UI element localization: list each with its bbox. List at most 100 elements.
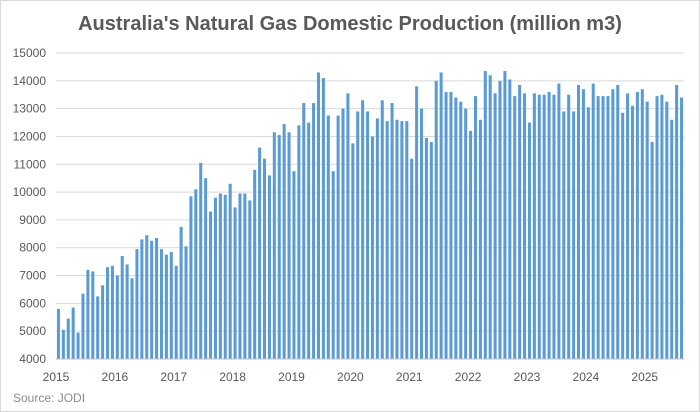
- bar: [238, 193, 242, 359]
- x-tick-label: 2024: [573, 370, 600, 384]
- bar: [346, 93, 350, 359]
- bar: [302, 103, 306, 359]
- bar: [670, 119, 674, 359]
- bar: [424, 137, 428, 359]
- bar: [444, 91, 448, 359]
- bar: [572, 111, 576, 359]
- bar: [253, 169, 257, 359]
- bar: [640, 89, 644, 359]
- bar: [150, 240, 154, 359]
- x-tick-label: 2016: [102, 370, 129, 384]
- bar: [469, 130, 473, 359]
- bar: [380, 100, 384, 359]
- x-axis-ticks: 2015 2016 2017 2018 2019 2020 2021 2022 2023 2024…: [43, 370, 659, 384]
- bar: [645, 101, 649, 360]
- bar: [130, 278, 134, 359]
- x-tick-label: 2022: [455, 370, 482, 384]
- bar: [375, 118, 379, 360]
- bar: [635, 91, 639, 359]
- bar: [209, 211, 213, 359]
- chart-title: Australia's Natural Gas Domestic Product…: [78, 13, 622, 35]
- bar: [493, 93, 497, 359]
- bar: [626, 93, 630, 359]
- bar-series: [56, 71, 684, 360]
- bar: [439, 72, 443, 359]
- bar: [532, 93, 536, 359]
- y-tick-label: 5000: [19, 324, 46, 338]
- bar: [81, 293, 85, 359]
- bar: [591, 83, 595, 359]
- bar: [508, 79, 512, 360]
- bar: [449, 91, 453, 359]
- bar: [464, 108, 468, 359]
- bar: [248, 200, 252, 359]
- bar: [586, 107, 590, 359]
- bar: [630, 105, 634, 359]
- bar: [321, 78, 325, 359]
- bar: [228, 183, 232, 359]
- bar: [650, 142, 654, 359]
- x-tick-label: 2023: [514, 370, 541, 384]
- bar: [611, 89, 615, 359]
- y-tick-label: 9000: [19, 213, 46, 227]
- bar: [218, 193, 222, 359]
- y-tick-label: 11000: [14, 157, 47, 171]
- bar: [370, 136, 374, 359]
- bar: [356, 111, 360, 359]
- x-tick-label: 2025: [631, 370, 658, 384]
- bar: [326, 115, 330, 359]
- bar: [385, 121, 389, 360]
- bar: [542, 94, 546, 359]
- x-tick-label: 2018: [219, 370, 246, 384]
- bar: [267, 175, 271, 359]
- bar: [213, 197, 217, 359]
- bar: [331, 171, 335, 359]
- bar: [434, 80, 438, 359]
- bar: [557, 83, 561, 359]
- bar: [336, 115, 340, 359]
- bar: [527, 122, 531, 359]
- bar: [341, 108, 345, 359]
- bar: [429, 142, 433, 359]
- bar: [621, 112, 625, 359]
- bar: [169, 251, 173, 359]
- bar: [596, 96, 600, 360]
- bar: [272, 132, 276, 359]
- bar: [66, 318, 70, 359]
- bar: [537, 94, 541, 359]
- bar: [115, 275, 119, 359]
- bar: [483, 71, 487, 359]
- bar: [581, 89, 585, 359]
- bar: [194, 189, 198, 359]
- bar: [287, 132, 291, 359]
- bar: [680, 97, 684, 359]
- bar: [258, 147, 262, 359]
- y-tick-label: 8000: [19, 241, 46, 255]
- source-note: Source: JODI: [13, 391, 86, 405]
- bar: [562, 111, 566, 359]
- bar: [390, 103, 394, 359]
- y-tick-label: 13000: [13, 102, 47, 116]
- bar: [513, 96, 517, 360]
- bar: [110, 265, 114, 359]
- bar: [86, 269, 90, 359]
- x-tick-label: 2019: [278, 370, 305, 384]
- y-tick-label: 15000: [13, 46, 47, 60]
- bar: [174, 265, 178, 359]
- bar: [576, 84, 581, 360]
- bar: [164, 254, 168, 359]
- y-tick-label: 10000: [13, 185, 47, 199]
- bar: [405, 121, 409, 360]
- bar: [655, 96, 659, 360]
- bar: [488, 75, 492, 359]
- bar: [498, 80, 502, 359]
- bar: [567, 94, 571, 359]
- bar: [473, 96, 477, 360]
- bar: [552, 94, 556, 359]
- bar: [601, 96, 605, 360]
- bar: [503, 71, 507, 359]
- bar: [660, 94, 664, 359]
- bar: [351, 143, 355, 359]
- bar: [606, 96, 610, 360]
